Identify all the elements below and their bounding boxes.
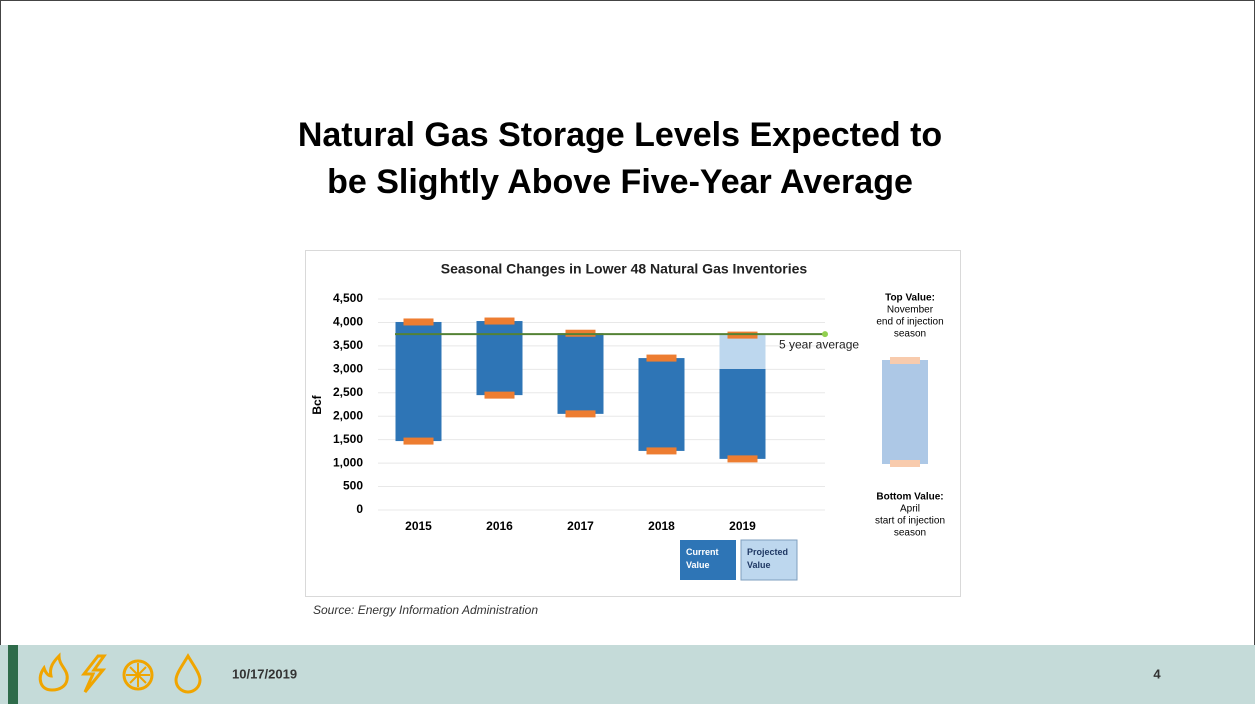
range-bar bbox=[719, 368, 766, 459]
range-bar bbox=[476, 321, 523, 396]
key-text: season bbox=[894, 528, 926, 539]
source: Source: Energy Information Administratio… bbox=[313, 603, 538, 617]
y-axis-label: Bcf bbox=[310, 394, 324, 414]
key-marker bbox=[890, 460, 920, 467]
marker bbox=[646, 354, 677, 362]
range-bar bbox=[719, 335, 766, 369]
key-text: start of injection bbox=[875, 516, 945, 527]
x-tick-label: 2018 bbox=[648, 519, 675, 533]
key-text: April bbox=[900, 504, 920, 515]
page-number: 4 bbox=[1153, 666, 1161, 681]
footer-date: 10/17/2019 bbox=[232, 666, 297, 681]
range-bar bbox=[395, 321, 442, 442]
marker bbox=[403, 318, 434, 326]
key-text: November bbox=[887, 305, 934, 316]
legend-swatch bbox=[680, 540, 736, 580]
range-bar bbox=[638, 358, 685, 451]
y-tick-label: 2,500 bbox=[333, 385, 363, 399]
key-bar bbox=[882, 360, 928, 464]
y-tick-label: 3,000 bbox=[333, 362, 363, 376]
y-tick-label: 4,000 bbox=[333, 315, 363, 329]
marker bbox=[484, 317, 515, 325]
marker bbox=[727, 455, 758, 463]
marker bbox=[484, 391, 515, 399]
footer bbox=[0, 645, 1255, 704]
x-tick-label: 2016 bbox=[486, 519, 513, 533]
slide-title: be Slightly Above Five-Year Average bbox=[327, 163, 913, 201]
average-label: 5 year average bbox=[779, 337, 859, 351]
y-tick-label: 0 bbox=[356, 502, 363, 516]
marker bbox=[646, 447, 677, 455]
legend-label: Current Value bbox=[686, 547, 719, 570]
footer-icons bbox=[38, 652, 202, 694]
y-tick-label: 2,000 bbox=[333, 408, 363, 422]
average-end bbox=[822, 331, 828, 338]
x-tick-label: 2017 bbox=[567, 519, 594, 533]
marker bbox=[565, 410, 596, 418]
key-text: Bottom Value: bbox=[876, 492, 943, 503]
key-marker bbox=[890, 357, 920, 364]
y-tick-label: 1,500 bbox=[333, 432, 363, 446]
marker bbox=[403, 437, 434, 445]
y-tick-label: 4,500 bbox=[333, 291, 363, 305]
footer-stripe bbox=[8, 645, 18, 704]
x-tick-label: 2015 bbox=[405, 519, 432, 533]
key-text: Top Value: bbox=[885, 293, 935, 304]
slide-title: Natural Gas Storage Levels Expected to bbox=[298, 116, 942, 154]
y-tick-label: 500 bbox=[343, 479, 363, 493]
legend-label: Projected Value bbox=[747, 547, 788, 570]
y-tick-label: 1,000 bbox=[333, 455, 363, 469]
legend-swatch bbox=[740, 539, 798, 581]
x-tick-label: 2019 bbox=[729, 519, 756, 533]
key-text: season bbox=[894, 329, 926, 340]
chart-title: Seasonal Changes in Lower 48 Natural Gas… bbox=[441, 261, 808, 277]
key-text: end of injection bbox=[876, 317, 943, 328]
y-tick-label: 3,500 bbox=[333, 338, 363, 352]
range-bar bbox=[557, 333, 604, 414]
